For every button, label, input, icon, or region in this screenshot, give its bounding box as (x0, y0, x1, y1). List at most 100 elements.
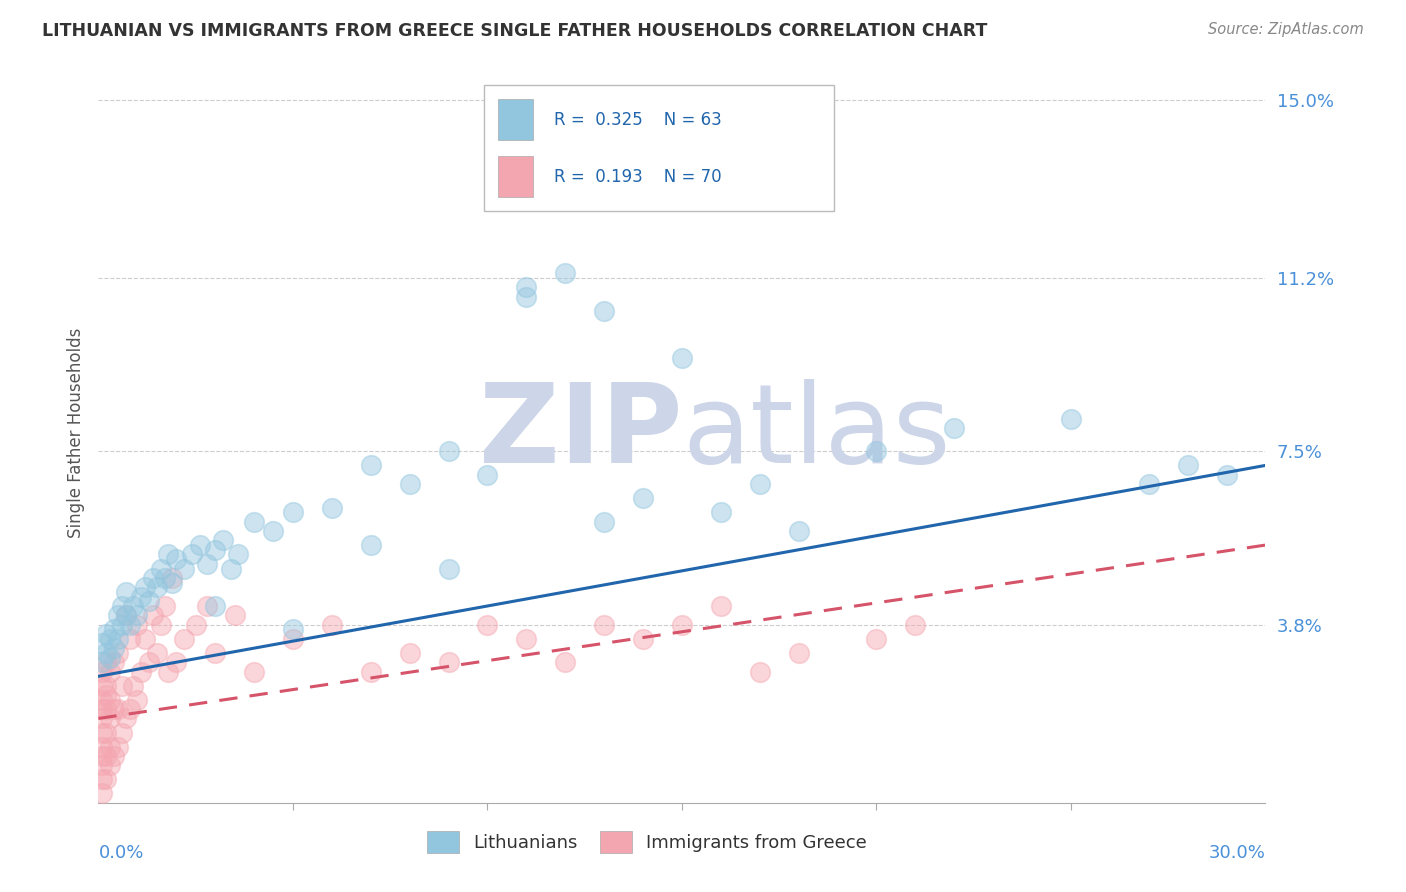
Point (98, 758, 121, 772)
Point (98, 692, 121, 706)
Point (98, 739, 121, 754)
Point (228, 548, 250, 562)
Point (153, 599, 176, 613)
Point (593, 515, 616, 529)
Point (515, 290, 537, 304)
Point (437, 444, 460, 458)
Point (153, 571, 176, 585)
Point (98, 632, 121, 646)
Point (515, 280, 537, 294)
Point (631, 491, 654, 506)
Point (122, 679, 145, 693)
Point (91, 655, 114, 669)
Point (96, 627, 118, 641)
Point (943, 421, 966, 435)
Legend: Lithuanians, Immigrants from Greece: Lithuanians, Immigrants from Greece (419, 824, 875, 861)
Point (173, 561, 195, 575)
Point (180, 548, 202, 562)
Point (142, 608, 165, 623)
Point (710, 599, 733, 613)
Point (1215, 467, 1237, 482)
Point (111, 617, 134, 632)
Point (593, 617, 616, 632)
Point (91, 772, 114, 787)
Point (129, 590, 152, 604)
Text: Source: ZipAtlas.com: Source: ZipAtlas.com (1208, 22, 1364, 37)
Point (281, 623, 304, 637)
Point (281, 632, 304, 646)
Point (224, 608, 246, 623)
Point (91, 739, 114, 754)
Text: R =  0.325    N = 63: R = 0.325 N = 63 (554, 111, 721, 128)
Point (127, 617, 149, 632)
Point (96, 688, 118, 702)
Point (865, 632, 887, 646)
Point (96, 655, 118, 669)
Point (96, 725, 118, 739)
Point (98, 711, 121, 725)
Point (103, 702, 125, 716)
Point (281, 505, 304, 519)
Point (554, 266, 576, 280)
Point (243, 515, 266, 529)
Point (631, 632, 654, 646)
Point (91, 636, 114, 650)
Point (204, 542, 226, 557)
Point (118, 702, 141, 716)
Point (134, 580, 156, 594)
Point (91, 692, 114, 706)
FancyBboxPatch shape (498, 99, 533, 140)
Point (157, 665, 180, 679)
Point (157, 548, 180, 562)
Point (162, 575, 184, 590)
Text: 30.0%: 30.0% (1209, 844, 1265, 862)
Point (146, 646, 169, 660)
Point (554, 655, 576, 669)
Point (787, 646, 810, 660)
Point (204, 599, 226, 613)
Point (142, 571, 165, 585)
Point (748, 477, 770, 491)
Point (98, 650, 121, 665)
Point (91, 665, 114, 679)
Point (111, 725, 134, 739)
Point (204, 646, 226, 660)
Point (398, 646, 420, 660)
Point (671, 351, 693, 365)
Point (184, 617, 207, 632)
Point (91, 758, 114, 772)
Point (118, 632, 141, 646)
Text: LITHUANIAN VS IMMIGRANTS FROM GREECE SINGLE FATHER HOUSEHOLDS CORRELATION CHART: LITHUANIAN VS IMMIGRANTS FROM GREECE SIN… (42, 22, 987, 40)
FancyBboxPatch shape (484, 85, 834, 211)
Point (398, 477, 420, 491)
Point (134, 632, 156, 646)
Point (195, 557, 218, 571)
Point (127, 608, 149, 623)
Point (91, 702, 114, 716)
Point (149, 617, 172, 632)
Point (149, 561, 172, 575)
Point (437, 561, 460, 575)
Point (593, 303, 616, 318)
Point (111, 599, 134, 613)
Point (195, 599, 218, 613)
Point (103, 641, 125, 656)
Point (96, 679, 118, 693)
Point (114, 711, 136, 725)
Point (91, 711, 114, 725)
Point (477, 617, 499, 632)
Point (91, 786, 114, 800)
Point (91, 748, 114, 763)
Text: ZIP: ZIP (478, 379, 682, 486)
Point (98, 665, 121, 679)
Text: R =  0.193    N = 70: R = 0.193 N = 70 (554, 168, 721, 186)
Point (515, 632, 537, 646)
Text: atlas: atlas (682, 379, 950, 486)
Y-axis label: Single Father Households: Single Father Households (66, 327, 84, 538)
Point (865, 444, 887, 458)
Point (212, 533, 235, 548)
Point (1177, 458, 1199, 473)
Point (173, 632, 195, 646)
Point (91, 679, 114, 693)
Point (219, 561, 242, 575)
